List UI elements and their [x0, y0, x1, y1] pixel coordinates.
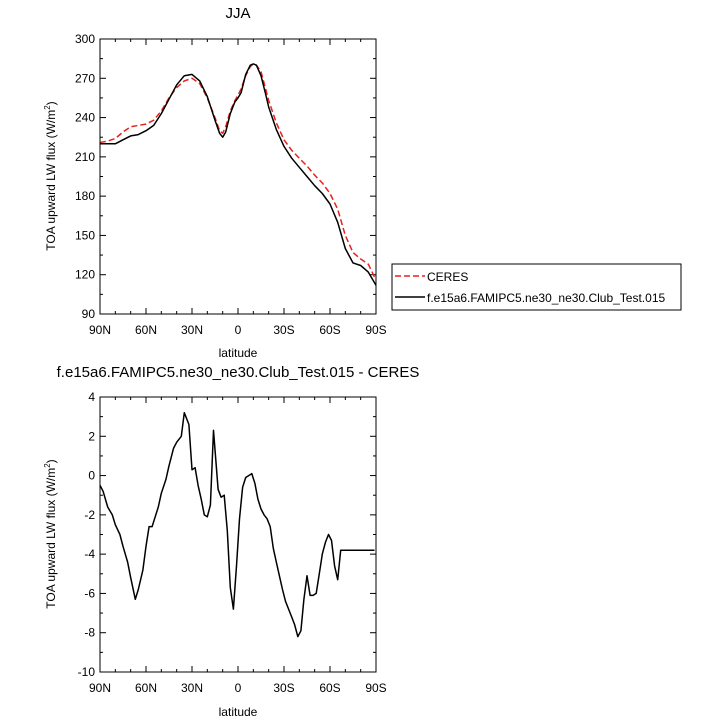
bottom-chart-ticks: 90N 60N 30N 0 30S 60S 90S 4 2 0 -2 -4 -6 -8 -10: [78, 390, 387, 695]
top-chart-series-line-1: [100, 63, 377, 286]
top-chart: JJA 90N 60N 30N 0 30S 60S 90S 90 120 150 180 210 240…: [43, 5, 682, 360]
bottom-chart-ytick-label: 2: [88, 429, 95, 443]
bottom-chart-ylabel: TOA upward LW flux (W/m2): [43, 459, 58, 608]
top-chart-ytick-label: 270: [75, 71, 95, 85]
bottom-chart-ytick-label: -4: [84, 547, 95, 561]
top-chart-ytick-label: 90: [82, 307, 96, 321]
top-chart-ytick-label: 150: [75, 228, 95, 242]
bottom-chart-series: [99, 411, 375, 638]
top-chart-xtick-label: 90N: [89, 323, 111, 337]
bottom-chart-xtick-label: 90N: [89, 681, 111, 695]
top-chart-series-line-0: [99, 63, 377, 281]
top-chart-ytick-label: 120: [75, 268, 95, 282]
top-chart-ytick-label: 240: [75, 111, 95, 125]
bottom-chart-xtick-label: 60N: [135, 681, 157, 695]
bottom-chart-ytick-label: -6: [84, 586, 95, 600]
legend-label-ceres: CERES: [427, 270, 468, 284]
bottom-chart-ytick-label: -8: [84, 626, 95, 640]
top-chart-xtick-label: 30N: [181, 323, 203, 337]
top-chart-ytick-label: 180: [75, 189, 95, 203]
top-chart-xtick-label: 0: [235, 323, 242, 337]
top-chart-xtick-label: 60S: [319, 323, 340, 337]
top-chart-ytick-label: 210: [75, 150, 95, 164]
top-chart-frame: [99, 38, 377, 315]
bottom-chart-xtick-label: 60S: [319, 681, 340, 695]
bottom-chart-xtick-label: 30S: [273, 681, 294, 695]
legend-label-model: f.e15a6.FAMIPC5.ne30_ne30.Club_Test.015: [427, 291, 665, 305]
bottom-chart-xtick-label: 0: [235, 681, 242, 695]
bottom-chart-xlabel: latitude: [219, 705, 258, 719]
bottom-chart-ytick-label: -2: [84, 508, 95, 522]
top-chart-ylabel: TOA upward LW flux (W/m2): [43, 101, 58, 250]
bottom-chart-title: f.e15a6.FAMIPC5.ne30_ne30.Club_Test.015 …: [57, 364, 420, 381]
top-chart-xtick-label: 30S: [273, 323, 294, 337]
bottom-chart-xtick-label: 90S: [365, 681, 386, 695]
top-chart-xtick-label: 90S: [365, 323, 386, 337]
top-chart-ticks: 90N 60N 30N 0 30S 60S 90S 90 120 150 180 210 240 270 3…: [75, 32, 387, 337]
bottom-chart: f.e15a6.FAMIPC5.ne30_ne30.Club_Test.015 …: [43, 364, 419, 719]
bottom-chart-frame: [99, 396, 377, 673]
bottom-chart-series-line-0: [99, 411, 375, 638]
legend-box: [391, 263, 682, 311]
top-chart-xtick-label: 60N: [135, 323, 157, 337]
bottom-chart-ytick-label: 0: [88, 469, 95, 483]
bottom-chart-ytick-label: 4: [88, 390, 95, 404]
top-chart-title: JJA: [225, 5, 250, 22]
top-chart-ytick-label: 300: [75, 32, 95, 46]
legend: CERES f.e15a6.FAMIPC5.ne30_ne30.Club_Tes…: [391, 263, 682, 311]
top-chart-series: [99, 63, 377, 286]
bottom-chart-xtick-label: 30N: [181, 681, 203, 695]
top-chart-xlabel: latitude: [219, 346, 258, 360]
bottom-chart-ytick-label: -10: [78, 665, 96, 679]
